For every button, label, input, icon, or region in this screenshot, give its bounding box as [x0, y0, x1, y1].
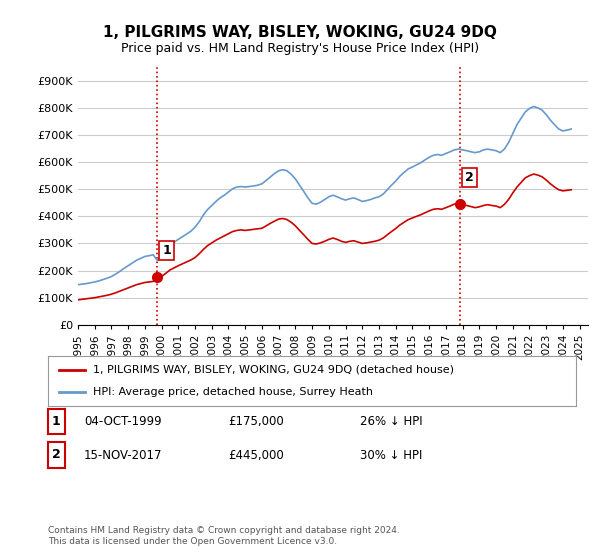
Text: 04-OCT-1999: 04-OCT-1999 [84, 415, 161, 428]
Text: 26% ↓ HPI: 26% ↓ HPI [360, 415, 422, 428]
Text: 15-NOV-2017: 15-NOV-2017 [84, 449, 163, 462]
Text: Price paid vs. HM Land Registry's House Price Index (HPI): Price paid vs. HM Land Registry's House … [121, 42, 479, 55]
Text: 1: 1 [52, 415, 61, 428]
Text: £175,000: £175,000 [228, 415, 284, 428]
Text: 1, PILGRIMS WAY, BISLEY, WOKING, GU24 9DQ: 1, PILGRIMS WAY, BISLEY, WOKING, GU24 9D… [103, 25, 497, 40]
Text: 1, PILGRIMS WAY, BISLEY, WOKING, GU24 9DQ (detached house): 1, PILGRIMS WAY, BISLEY, WOKING, GU24 9D… [93, 365, 454, 375]
Text: £445,000: £445,000 [228, 449, 284, 462]
Text: 2: 2 [52, 449, 61, 461]
Text: Contains HM Land Registry data © Crown copyright and database right 2024.
This d: Contains HM Land Registry data © Crown c… [48, 526, 400, 546]
Text: HPI: Average price, detached house, Surrey Heath: HPI: Average price, detached house, Surr… [93, 387, 373, 397]
Text: 1: 1 [163, 244, 171, 257]
Text: 30% ↓ HPI: 30% ↓ HPI [360, 449, 422, 462]
Text: 2: 2 [466, 171, 474, 184]
